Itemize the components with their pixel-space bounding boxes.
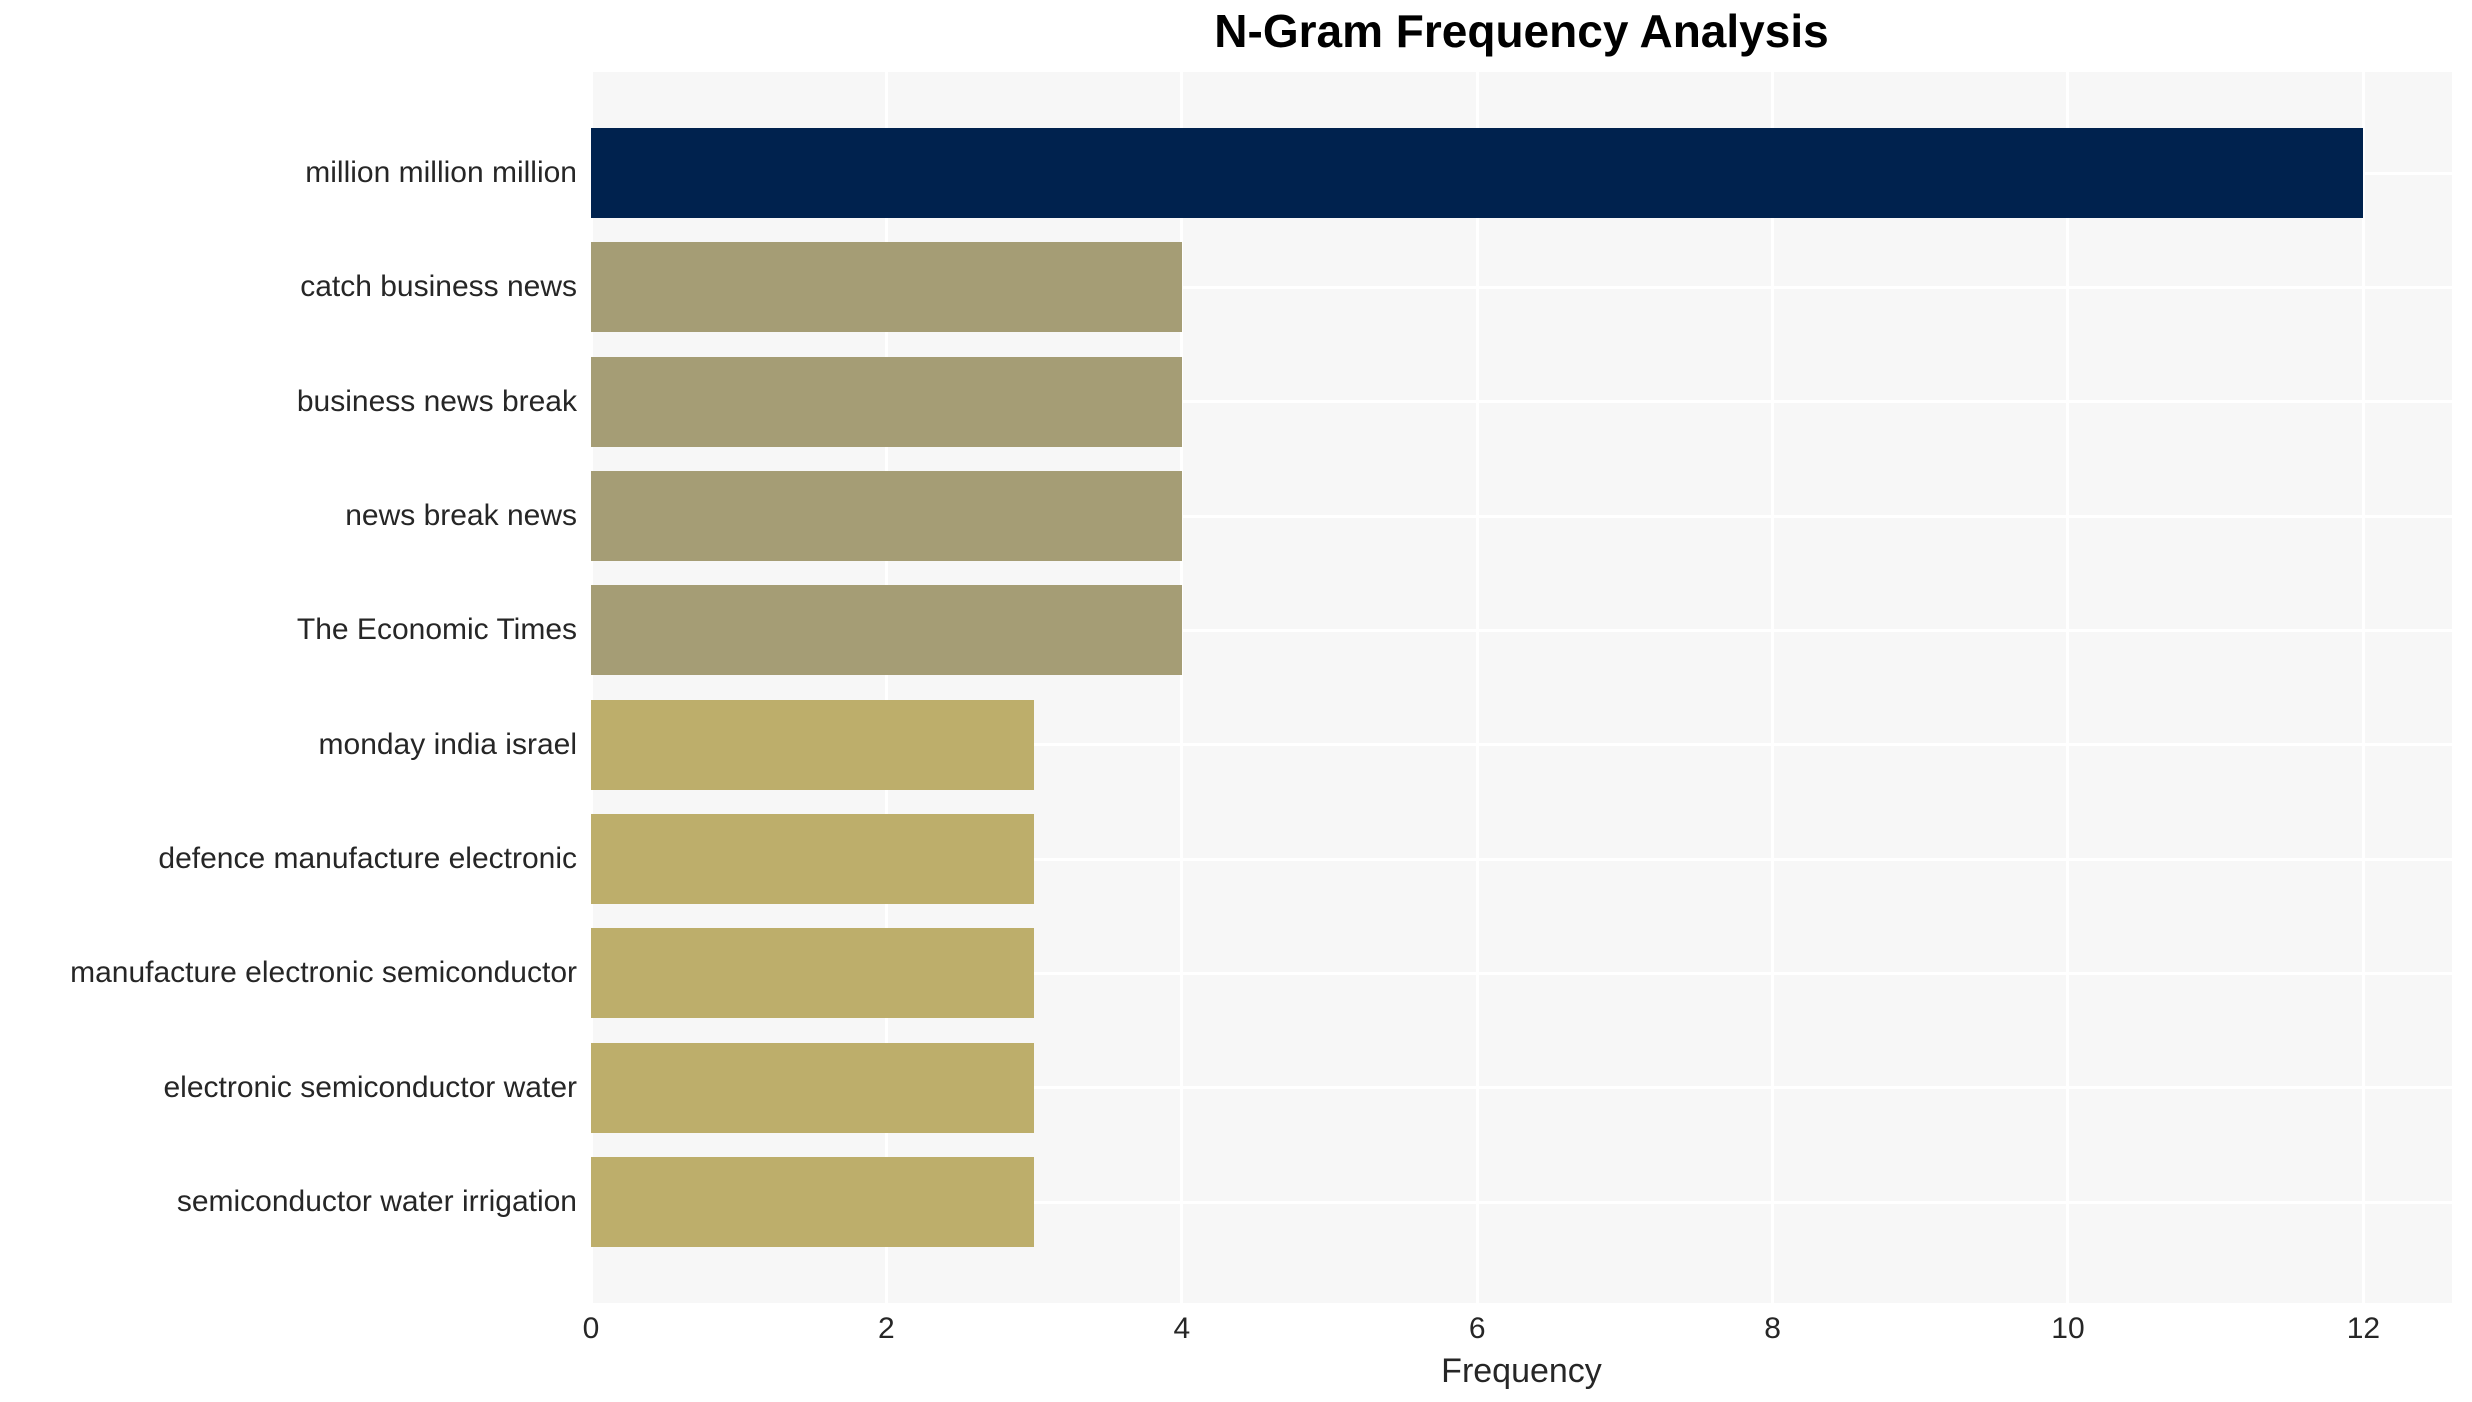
x-gridline bbox=[2361, 72, 2365, 1303]
y-tick-label: defence manufacture electronic bbox=[158, 842, 577, 875]
bar bbox=[591, 128, 2364, 218]
x-tick-label: 8 bbox=[1764, 1312, 1781, 1345]
bar bbox=[591, 242, 1182, 333]
x-tick-label: 4 bbox=[1173, 1312, 1191, 1345]
y-gridline bbox=[591, 514, 2452, 518]
y-gridline bbox=[591, 1086, 2452, 1090]
y-tick-label: business news break bbox=[296, 384, 577, 418]
x-tick-label: 6 bbox=[1468, 1312, 1486, 1345]
x-axis-label: Frequency bbox=[1441, 1352, 1602, 1390]
bar bbox=[591, 1042, 1035, 1133]
x-tick-label: 10 bbox=[2051, 1312, 2085, 1345]
x-gridline bbox=[884, 72, 888, 1303]
y-gridline bbox=[591, 1200, 2452, 1204]
y-tick-label: manufacture electronic semiconductor bbox=[70, 956, 577, 990]
bar bbox=[591, 356, 1182, 447]
y-tick-label: electronic semiconductor water bbox=[163, 1070, 577, 1104]
bar bbox=[591, 471, 1182, 561]
y-tick-label: news break news bbox=[345, 499, 577, 532]
bar bbox=[591, 1157, 1035, 1247]
y-gridline bbox=[591, 857, 2452, 861]
x-gridline bbox=[1180, 72, 1184, 1303]
y-tick-label: The Economic Times bbox=[296, 613, 577, 647]
x-gridline bbox=[589, 72, 593, 1303]
bar bbox=[591, 585, 1182, 676]
x-axis: 0 2 4 6 8 10 12 bbox=[583, 1312, 2452, 1352]
y-gridline bbox=[591, 971, 2452, 975]
y-tick-label: monday india israel bbox=[318, 727, 577, 761]
y-tick-label: semiconductor water irrigation bbox=[176, 1185, 577, 1218]
y-gridline bbox=[591, 400, 2452, 404]
x-tick-label: 2 bbox=[878, 1312, 895, 1345]
x-gridline bbox=[1771, 72, 1775, 1303]
y-tick-label: million million million bbox=[305, 156, 577, 189]
x-tick-label: 0 bbox=[582, 1312, 600, 1345]
bar bbox=[591, 928, 1035, 1019]
x-gridline bbox=[1475, 72, 1479, 1303]
y-axis: million million million catch business ne… bbox=[0, 72, 577, 1303]
y-tick-label: catch business news bbox=[300, 270, 577, 304]
y-gridline bbox=[591, 285, 2452, 289]
y-gridline bbox=[591, 628, 2452, 632]
chart-title: N-Gram Frequency Analysis bbox=[1214, 5, 1829, 57]
bar bbox=[591, 699, 1035, 790]
x-tick-label: 12 bbox=[2346, 1312, 2381, 1345]
plot-area bbox=[589, 72, 2452, 1303]
x-gridline bbox=[2066, 72, 2070, 1303]
bar bbox=[591, 814, 1035, 904]
y-gridline bbox=[591, 743, 2452, 747]
